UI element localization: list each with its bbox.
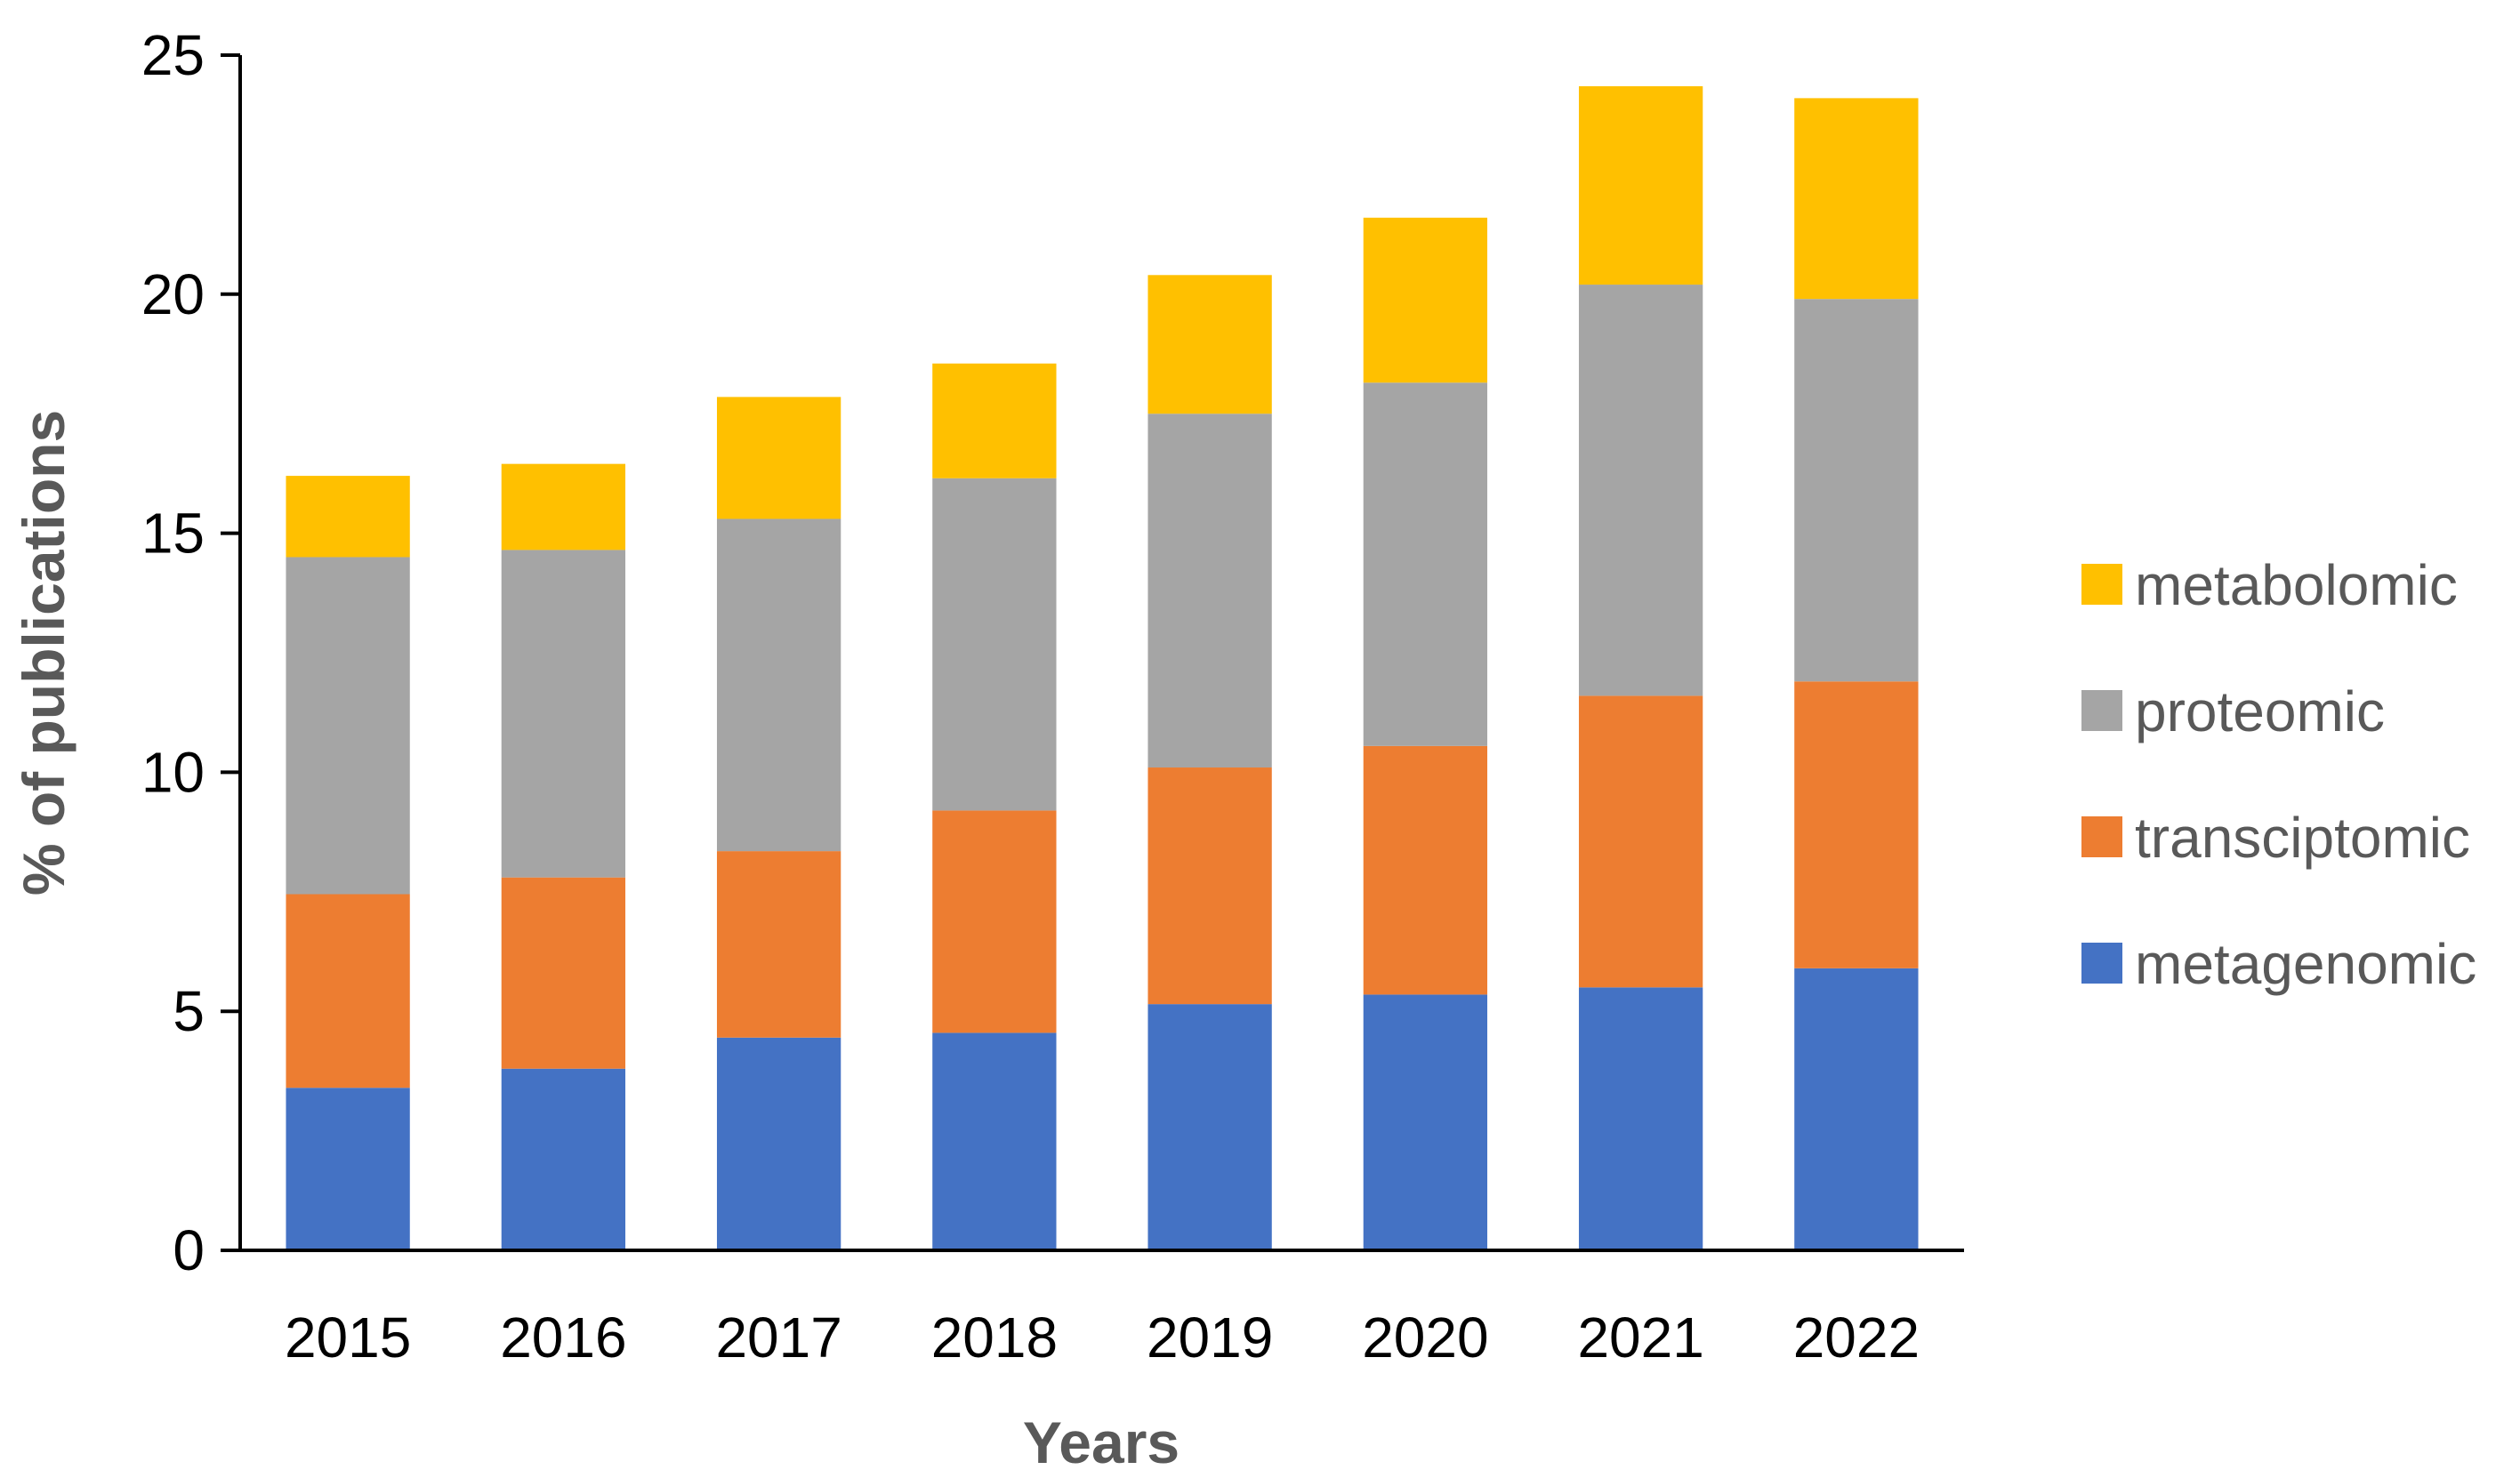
bar-metagenomic-2017 — [716, 1037, 841, 1250]
x-tick-label: 2017 — [715, 1305, 841, 1370]
bar-metagenomic-2015 — [286, 1088, 410, 1250]
bar-proteomic-2017 — [716, 518, 841, 852]
x-ticks-layer: 2015 2016 2017 2018 2019 2020 2021 2022 — [285, 1305, 1920, 1370]
legend-label-proteomic: proteomic — [2135, 679, 2385, 743]
bar-transciptomic-2016 — [501, 877, 626, 1069]
y-tick-label: 0 — [173, 1218, 205, 1282]
x-tick-label: 2022 — [1793, 1305, 1920, 1370]
x-axis-title: Years — [1023, 1410, 1179, 1475]
bar-proteomic-2021 — [1578, 285, 1703, 696]
bar-metabolomic-2020 — [1363, 217, 1488, 383]
x-tick-label: 2019 — [1147, 1305, 1273, 1370]
y-tick-label: 5 — [173, 979, 205, 1043]
bar-transciptomic-2015 — [286, 894, 410, 1088]
axes-layer — [238, 55, 1964, 1252]
x-tick-label: 2021 — [1577, 1305, 1703, 1370]
bar-metabolomic-2022 — [1794, 98, 1919, 300]
bar-metagenomic-2018 — [932, 1032, 1057, 1250]
y-tick-label: 10 — [141, 740, 205, 804]
bar-transciptomic-2017 — [716, 851, 841, 1038]
bar-metabolomic-2015 — [286, 476, 410, 558]
bar-proteomic-2018 — [932, 478, 1057, 811]
bar-metabolomic-2017 — [716, 397, 841, 519]
legend-label-transciptomic: transciptomic — [2135, 806, 2470, 870]
bar-transciptomic-2018 — [932, 810, 1057, 1033]
bar-transciptomic-2019 — [1147, 767, 1272, 1005]
bars-layer — [286, 85, 1919, 1250]
bar-metabolomic-2021 — [1578, 85, 1703, 285]
bar-metabolomic-2018 — [932, 363, 1057, 478]
legend-swatch-transciptomic — [2081, 816, 2122, 857]
bar-metagenomic-2019 — [1147, 1004, 1272, 1250]
bar-metagenomic-2020 — [1363, 994, 1488, 1250]
bar-transciptomic-2022 — [1794, 681, 1919, 968]
y-axis-title: % of publications — [11, 410, 76, 896]
bar-proteomic-2020 — [1363, 382, 1488, 746]
legend: metabolomic proteomic transciptomic metagen… — [2081, 553, 2476, 996]
x-tick-label: 2015 — [285, 1305, 411, 1370]
x-tick-label: 2016 — [500, 1305, 626, 1370]
bar-proteomic-2015 — [286, 557, 410, 895]
x-tick-label: 2018 — [931, 1305, 1058, 1370]
bar-proteomic-2022 — [1794, 299, 1919, 682]
legend-swatch-metagenomic — [2081, 943, 2122, 984]
legend-label-metagenomic: metagenomic — [2135, 932, 2476, 996]
y-tick-label: 20 — [141, 262, 205, 326]
bar-metabolomic-2016 — [501, 463, 626, 550]
x-tick-label: 2020 — [1362, 1305, 1488, 1370]
bar-transciptomic-2020 — [1363, 745, 1488, 995]
legend-swatch-metabolomic — [2081, 564, 2122, 605]
legend-swatch-proteomic — [2081, 690, 2122, 731]
bar-proteomic-2016 — [501, 550, 626, 878]
y-tick-label: 25 — [141, 23, 205, 87]
bar-metagenomic-2021 — [1578, 987, 1703, 1250]
y-ticks-layer: 0 5 10 15 20 25 — [141, 23, 240, 1282]
bar-proteomic-2019 — [1147, 414, 1272, 768]
bar-metagenomic-2022 — [1794, 968, 1919, 1250]
bar-metabolomic-2019 — [1147, 275, 1272, 414]
y-tick-label: 15 — [141, 502, 205, 566]
bar-transciptomic-2021 — [1578, 695, 1703, 988]
legend-label-metabolomic: metabolomic — [2135, 553, 2458, 617]
bar-metagenomic-2016 — [501, 1068, 626, 1250]
